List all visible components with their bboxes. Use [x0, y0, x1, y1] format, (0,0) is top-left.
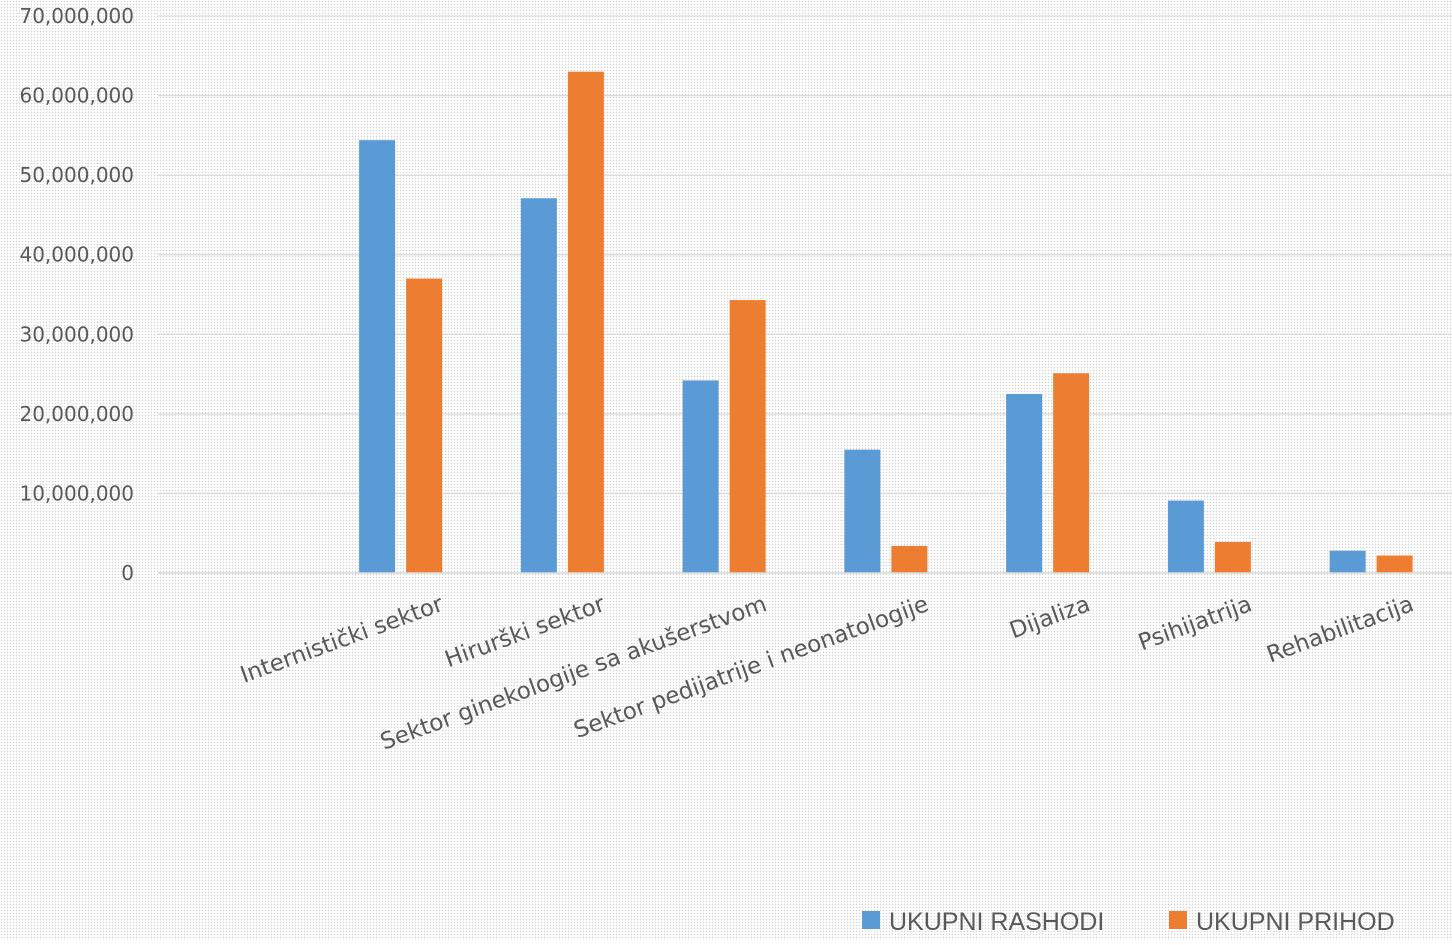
- bar-ukupni-rashodi-hirurski-sektor: [520, 198, 557, 573]
- legend-label-ukupni-rashodi: UKUPNI RASHODI: [889, 908, 1104, 936]
- bar-ukupni-prihod-psihijatrija: [1214, 541, 1251, 573]
- legend: UKUPNI RASHODI UKUPNI PRIHOD: [862, 908, 1395, 936]
- bars: [359, 71, 1413, 574]
- y-tick-label: 50,000,000: [19, 163, 134, 187]
- bar-ukupni-prihod-hirurski-sektor: [567, 71, 604, 573]
- y-tick-label: 30,000,000: [19, 322, 134, 346]
- y-tick-label: 70,000,000: [19, 4, 134, 28]
- bar-ukupni-prihod-rehabilitacija: [1376, 555, 1413, 573]
- gridlines: [158, 15, 1452, 495]
- legend-swatch-ukupni-rashodi: [862, 911, 880, 929]
- x-tick-label-psihijatrija: Psihijatrija: [1135, 591, 1255, 656]
- bar-ukupni-prihod-sektor-pedijatrije-i-neonatologije: [891, 545, 928, 573]
- y-tick-label: 0: [121, 561, 134, 585]
- bar-ukupni-prihod-internisticki-sektor: [406, 278, 443, 573]
- y-tick-label: 40,000,000: [19, 243, 134, 267]
- bar-ukupni-rashodi-sektor-ginekologije-sa-akuserstvom: [682, 380, 719, 573]
- y-axis-tick-labels: 0 10,000,000 20,000,000 30,000,000 40,000,00…: [19, 4, 134, 585]
- legend-label-ukupni-prihod: UKUPNI PRIHOD: [1196, 908, 1395, 936]
- y-tick-label: 60,000,000: [19, 84, 134, 108]
- x-tick-label-rehabilitacija: Rehabilitacija: [1263, 591, 1417, 668]
- legend-swatch-ukupni-prihod: [1169, 911, 1187, 929]
- y-tick-label: 10,000,000: [19, 481, 134, 505]
- y-tick-label: 20,000,000: [19, 402, 134, 426]
- bar-ukupni-rashodi-dijaliza: [1006, 393, 1043, 573]
- bar-ukupni-rashodi-sektor-pedijatrije-i-neonatologije: [844, 449, 881, 573]
- bar-ukupni-rashodi-psihijatrija: [1167, 500, 1204, 573]
- bar-ukupni-rashodi-rehabilitacija: [1329, 550, 1366, 573]
- x-tick-label-internisticki-sektor: Internistički sektor: [237, 591, 447, 689]
- bar-ukupni-prihod-dijaliza: [1053, 373, 1090, 573]
- x-tick-label-dijaliza: Dijaliza: [1006, 591, 1093, 644]
- bar-ukupni-prihod-sektor-ginekologije-sa-akuserstvom: [729, 300, 766, 573]
- bar-ukupni-rashodi-internisticki-sektor: [359, 140, 396, 574]
